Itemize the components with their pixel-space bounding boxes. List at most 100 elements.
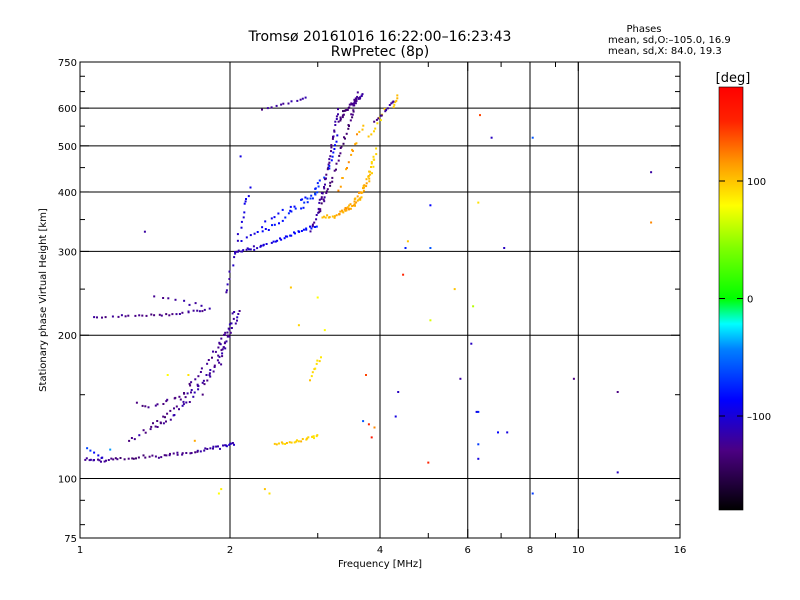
data-point <box>363 184 366 187</box>
data-point <box>367 423 370 426</box>
data-point <box>133 438 136 441</box>
data-point <box>351 113 354 116</box>
data-point <box>128 439 131 442</box>
data-point <box>372 155 375 158</box>
data-point <box>347 124 350 126</box>
data-point <box>142 429 145 432</box>
data-point <box>162 415 165 418</box>
data-point <box>228 443 231 446</box>
data-point <box>105 459 107 462</box>
data-point <box>147 406 150 409</box>
data-point <box>294 232 296 235</box>
data-point <box>341 209 343 212</box>
data-point <box>375 153 378 156</box>
data-point <box>183 392 186 395</box>
data-point <box>345 207 348 210</box>
data-point <box>203 308 206 311</box>
data-point <box>179 398 182 401</box>
data-point <box>256 247 259 250</box>
data-point <box>212 447 214 450</box>
data-point <box>278 222 280 225</box>
data-point <box>171 313 174 316</box>
data-point <box>185 452 188 454</box>
data-point <box>150 313 153 316</box>
data-point <box>359 197 362 200</box>
data-point <box>310 194 313 197</box>
data-point <box>358 130 361 133</box>
data-point <box>229 442 232 445</box>
data-point <box>89 458 92 461</box>
data-point <box>181 452 184 455</box>
data-point <box>345 168 348 171</box>
data-point <box>219 447 221 450</box>
data-point <box>280 238 283 241</box>
data-point <box>270 217 273 220</box>
data-point <box>306 201 309 204</box>
data-point <box>490 136 493 139</box>
data-point <box>312 435 315 438</box>
data-point <box>286 235 289 238</box>
data-point <box>320 196 323 199</box>
data-point <box>182 400 185 403</box>
data-point <box>331 137 334 140</box>
data-point <box>298 230 301 233</box>
data-point <box>168 454 171 457</box>
data-point <box>616 391 619 393</box>
data-point <box>132 457 135 460</box>
data-point <box>319 210 322 213</box>
data-point <box>289 205 292 208</box>
data-point <box>373 120 376 123</box>
data-point <box>194 302 197 305</box>
data-point <box>345 209 348 212</box>
data-point <box>197 388 200 391</box>
data-point <box>165 400 168 403</box>
data-point <box>337 189 340 192</box>
data-point <box>380 114 383 117</box>
data-point <box>202 379 205 382</box>
data-point <box>332 151 335 154</box>
data-point <box>343 136 345 139</box>
data-point <box>211 356 213 359</box>
data-point <box>354 143 357 146</box>
data-point <box>316 359 319 362</box>
data-point <box>503 247 506 249</box>
data-point <box>372 165 375 168</box>
data-point <box>266 107 269 110</box>
data-point <box>240 220 243 223</box>
data-point <box>277 212 280 215</box>
data-point <box>354 197 357 200</box>
data-point <box>406 240 409 243</box>
data-point <box>326 168 329 171</box>
data-point <box>222 346 225 349</box>
data-point <box>360 94 363 97</box>
data-point <box>110 457 113 460</box>
data-point <box>477 443 480 446</box>
data-point <box>236 239 239 242</box>
data-point <box>339 119 342 122</box>
data-point <box>204 447 207 450</box>
data-point <box>231 312 234 315</box>
data-point <box>209 369 212 371</box>
data-point <box>230 327 233 329</box>
colorbar-tick-label: 0 <box>747 295 753 306</box>
data-point <box>359 191 362 194</box>
data-point <box>301 97 304 100</box>
data-point <box>226 335 229 338</box>
data-point <box>230 322 233 325</box>
y-tick-label: 200 <box>58 331 77 342</box>
data-point <box>234 322 237 325</box>
data-point <box>98 459 101 462</box>
data-point <box>227 334 230 337</box>
data-point <box>261 226 264 229</box>
data-point <box>217 492 220 495</box>
data-point <box>321 192 324 195</box>
data-point <box>237 250 240 253</box>
data-point <box>145 314 148 317</box>
data-point <box>262 243 265 246</box>
data-point <box>316 434 319 437</box>
data-point <box>363 186 365 189</box>
data-point <box>350 102 353 105</box>
data-point <box>217 445 219 448</box>
data-point <box>318 201 321 204</box>
data-point <box>325 190 328 193</box>
